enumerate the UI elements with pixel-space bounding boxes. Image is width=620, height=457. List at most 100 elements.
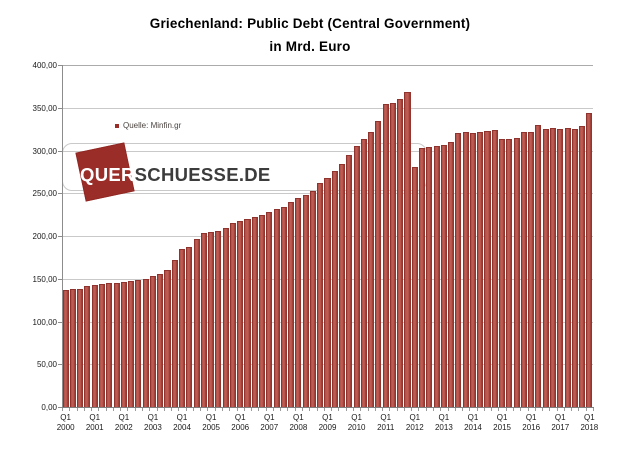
watermark-text-quer: QUER xyxy=(80,164,135,185)
gridline xyxy=(62,151,593,152)
y-axis-tick xyxy=(58,279,62,280)
x-axis-tick xyxy=(98,408,100,411)
bar-2003-Q1 xyxy=(149,276,156,407)
bar-2009-Q1 xyxy=(324,177,331,407)
bar-2016-Q4 xyxy=(549,127,557,407)
bar-2013-Q4 xyxy=(462,132,469,407)
x-axis-tick xyxy=(178,408,180,411)
bar-2018-Q1 xyxy=(586,112,593,407)
x-axis-label-2014: Q1 2014 xyxy=(464,413,482,432)
bar-2016-Q1 xyxy=(528,131,535,407)
x-axis-tick xyxy=(549,408,551,411)
bar-2012-Q1 xyxy=(411,167,418,407)
bar-2006-Q4 xyxy=(259,215,266,407)
x-axis-tick xyxy=(338,408,340,411)
bar-2003-Q4 xyxy=(171,259,178,407)
bar-2004-Q1 xyxy=(178,249,186,407)
bar-2014-Q4 xyxy=(491,129,498,407)
x-axis-tick xyxy=(134,408,136,411)
bar-2003-Q2 xyxy=(157,273,164,407)
x-axis-tick xyxy=(505,408,507,411)
x-axis-tick xyxy=(534,408,536,411)
x-axis-tick xyxy=(476,408,478,411)
x-axis-tick xyxy=(367,408,369,411)
legend-label: Quelle: Minfin.gr xyxy=(123,121,182,130)
x-axis-tick xyxy=(294,408,296,411)
bar-2012-Q3 xyxy=(426,146,433,407)
bar-2005-Q4 xyxy=(229,222,236,407)
bar-2002-Q2 xyxy=(128,280,135,407)
x-axis-tick xyxy=(287,408,289,411)
bar-2013-Q2 xyxy=(448,141,455,407)
x-axis-label-2004: Q1 2004 xyxy=(173,413,191,432)
x-axis-tick xyxy=(542,408,544,411)
x-axis-label-2006: Q1 2006 xyxy=(231,413,250,432)
bar-2015-Q2 xyxy=(506,139,513,407)
y-axis-tick xyxy=(58,108,62,109)
x-axis-tick xyxy=(207,408,209,411)
x-axis-tick xyxy=(352,408,354,411)
y-axis-line xyxy=(62,65,63,407)
x-axis-label-2011: Q1 2011 xyxy=(377,413,395,432)
x-axis-tick xyxy=(512,408,514,411)
x-axis-tick xyxy=(432,408,434,411)
x-axis-tick xyxy=(163,408,165,411)
x-axis-label-2016: Q1 2016 xyxy=(522,413,541,432)
bar-2000-Q1 xyxy=(62,290,69,407)
y-axis-label: 50,00 xyxy=(36,360,57,369)
x-axis-tick xyxy=(69,408,71,411)
bar-2010-Q3 xyxy=(368,131,375,407)
bar-2012-Q2 xyxy=(419,147,426,407)
bar-2017-Q4 xyxy=(579,126,586,407)
x-axis-tick xyxy=(447,408,449,411)
x-axis-tick xyxy=(556,408,558,411)
bar-2014-Q2 xyxy=(477,132,484,407)
bar-2010-Q2 xyxy=(360,139,367,407)
x-axis-tick xyxy=(462,408,464,411)
x-axis-label-2008: Q1 2008 xyxy=(289,413,308,432)
bar-2007-Q4 xyxy=(288,202,295,407)
bar-2011-Q3 xyxy=(397,99,404,407)
bar-2009-Q3 xyxy=(339,164,346,407)
y-axis-tick xyxy=(58,236,62,237)
x-axis-tick xyxy=(425,408,427,411)
x-axis-tick xyxy=(483,408,485,411)
x-axis-label-2005: Q1 2005 xyxy=(202,413,220,432)
y-axis-tick xyxy=(58,364,62,365)
x-axis-label-2012: Q1 2012 xyxy=(405,413,424,432)
y-axis-label: 100,00 xyxy=(32,318,57,327)
x-axis-tick xyxy=(229,408,231,411)
x-axis-tick xyxy=(571,408,573,411)
x-axis-tick xyxy=(374,408,376,411)
x-axis-tick xyxy=(120,408,122,411)
y-axis-label: 0,00 xyxy=(41,403,57,412)
y-axis-label: 300,00 xyxy=(32,147,57,156)
bar-2010-Q4 xyxy=(375,121,382,407)
x-axis-tick xyxy=(360,408,362,411)
x-axis-tick xyxy=(454,408,456,411)
x-axis-tick xyxy=(83,408,85,411)
bar-2009-Q4 xyxy=(346,154,353,407)
bar-2004-Q2 xyxy=(186,247,193,407)
bar-2002-Q4 xyxy=(142,278,149,407)
bar-2015-Q4 xyxy=(520,132,527,407)
bar-2001-Q1 xyxy=(91,284,98,407)
bar-2006-Q2 xyxy=(244,219,251,407)
bar-2001-Q2 xyxy=(98,283,106,407)
x-axis-tick xyxy=(236,408,238,411)
x-axis-label-2015: Q1 2015 xyxy=(493,413,511,432)
bar-2002-Q3 xyxy=(135,280,142,407)
chart-title-line1: Griechenland: Public Debt (Central Gover… xyxy=(149,16,471,31)
y-axis-label: 150,00 xyxy=(32,275,57,284)
bar-2016-Q3 xyxy=(542,129,549,407)
bar-2008-Q1 xyxy=(295,197,302,407)
bar-2000-Q3 xyxy=(77,288,84,407)
x-axis-tick xyxy=(149,408,151,411)
bar-2008-Q4 xyxy=(317,182,324,407)
x-axis-label-2010: Q1 2010 xyxy=(347,413,366,432)
x-axis-tick xyxy=(76,408,78,411)
bar-2008-Q2 xyxy=(302,194,309,407)
y-axis-tick xyxy=(58,151,62,152)
y-axis-label: 400,00 xyxy=(32,61,57,70)
x-axis-tick xyxy=(578,408,580,411)
